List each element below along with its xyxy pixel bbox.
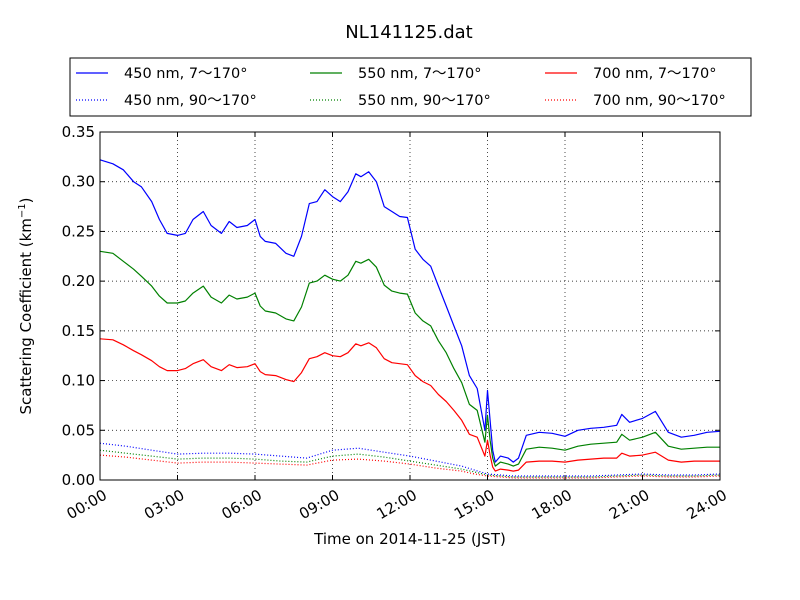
x-tick-label: 21:00 <box>606 486 652 523</box>
legend-label: 550 nm, 7～170° <box>358 66 481 82</box>
y-tick-label: 0.20 <box>62 272 95 290</box>
y-tick-label: 0.25 <box>62 222 95 240</box>
chart-title: NL141125.dat <box>345 22 472 43</box>
x-axis-label: Time on 2014-11-25 (JST) <box>313 530 506 548</box>
x-tick-label: 00:00 <box>64 486 110 523</box>
legend-label: 450 nm, 7～170° <box>124 66 247 82</box>
x-tick-label: 15:00 <box>451 486 497 523</box>
y-tick-label: 0.00 <box>62 471 95 489</box>
series-line-4 <box>99 338 720 472</box>
series-line-0 <box>99 159 721 463</box>
y-tick-label: 0.15 <box>62 322 95 340</box>
y-axis-label: Scattering Coefficient (km−1) <box>17 197 35 414</box>
series-line-5 <box>99 454 721 479</box>
legend-label: 550 nm, 90～170° <box>358 93 491 109</box>
y-tick-label: 0.35 <box>62 123 95 141</box>
y-tick-label: 0.05 <box>62 421 95 439</box>
series-line-1 <box>99 442 721 477</box>
legend-label: 700 nm, 7～170° <box>593 66 716 82</box>
legend-label: 450 nm, 90～170° <box>124 93 257 109</box>
y-tick-label: 0.30 <box>62 173 95 191</box>
x-tick-label: 03:00 <box>141 486 187 523</box>
x-tick-label: 06:00 <box>219 486 265 523</box>
plot-area <box>100 132 720 480</box>
x-tick-label: 12:00 <box>374 486 420 523</box>
series-line-2 <box>99 250 720 467</box>
x-tick-label: 18:00 <box>529 486 575 523</box>
x-tick-label: 09:00 <box>296 486 342 523</box>
legend-frame <box>69 57 752 117</box>
x-tick-label: 24:00 <box>684 486 730 523</box>
y-tick-label: 0.10 <box>62 372 95 390</box>
legend-label: 700 nm, 90～170° <box>593 93 726 109</box>
legend: 450 nm, 7～170° 450 nm, 90～170° 550 nm, 7～1… <box>69 57 752 117</box>
